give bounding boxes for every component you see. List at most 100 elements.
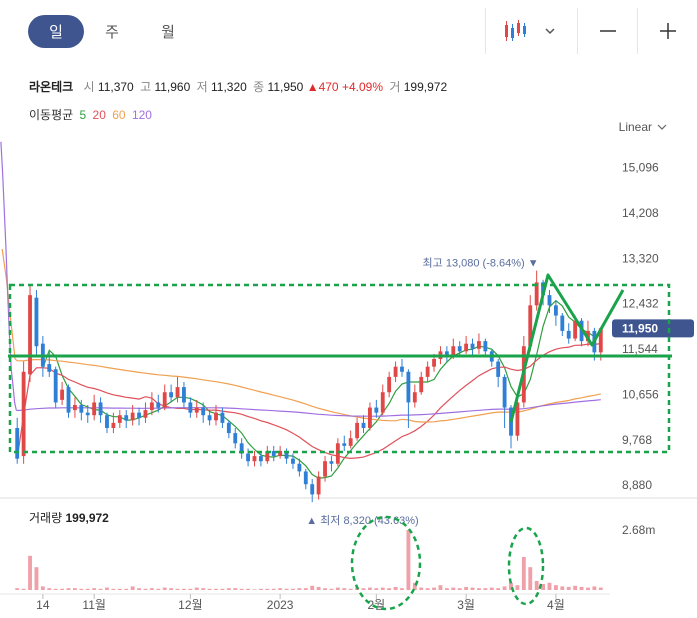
volume-bar bbox=[85, 588, 90, 590]
close-value: 11,950 bbox=[267, 80, 304, 94]
volume-bar bbox=[361, 588, 366, 590]
volume-bar bbox=[92, 588, 97, 590]
scale-selector[interactable]: Linear bbox=[619, 120, 667, 134]
candle-body bbox=[175, 387, 180, 398]
zoom-out-button[interactable] bbox=[577, 8, 637, 54]
volume-bar bbox=[553, 585, 558, 590]
y-tick-label: 12,432 bbox=[622, 297, 659, 311]
volume-bar bbox=[438, 585, 443, 590]
ma-line-60 bbox=[1, 249, 601, 423]
candle-body bbox=[368, 407, 372, 428]
volume-bar bbox=[560, 586, 565, 590]
zoom-in-button[interactable] bbox=[637, 8, 697, 54]
trend-line bbox=[509, 273, 625, 423]
candle-body bbox=[380, 392, 385, 413]
volume-bar bbox=[541, 584, 545, 590]
candle-body bbox=[451, 346, 456, 357]
candle-body bbox=[284, 450, 289, 459]
volume-bar bbox=[15, 588, 20, 590]
volume-bar bbox=[368, 587, 372, 590]
volume-bar bbox=[412, 582, 417, 590]
volume-bar bbox=[265, 588, 270, 590]
volume-bar bbox=[348, 588, 353, 590]
volume-bar bbox=[566, 587, 571, 590]
candle-body bbox=[201, 407, 206, 416]
candle-body bbox=[98, 402, 103, 416]
candle-body bbox=[278, 450, 283, 457]
candle-body bbox=[21, 371, 26, 457]
volume-bar bbox=[98, 588, 103, 590]
volume-bar bbox=[393, 587, 398, 590]
volume-panel-value: 199,972 bbox=[65, 511, 109, 525]
candle-body bbox=[560, 315, 565, 331]
volume-bar bbox=[586, 587, 590, 590]
candle-body bbox=[598, 328, 603, 353]
volume-bar bbox=[149, 588, 154, 590]
volume-bar bbox=[521, 557, 526, 590]
candle-body bbox=[528, 305, 533, 347]
low-label: 저 bbox=[196, 80, 208, 94]
candle-body bbox=[92, 402, 97, 416]
candle-body bbox=[79, 404, 84, 413]
candle-body bbox=[316, 476, 321, 495]
change-percent: +4.09% bbox=[341, 80, 383, 94]
x-tick-label: 4월 bbox=[547, 598, 565, 612]
candle-body bbox=[188, 402, 193, 413]
candle-body bbox=[47, 364, 52, 372]
candle-body bbox=[162, 392, 167, 408]
candle-body bbox=[149, 402, 154, 411]
volume-bar bbox=[188, 588, 193, 590]
y-tick-label: 8,880 bbox=[622, 478, 652, 492]
stock-summary: 라온테크 시 11,370 고 11,960 저 11,320 종 11,950… bbox=[29, 78, 447, 95]
candle-body bbox=[361, 422, 366, 428]
volume-bar bbox=[79, 588, 84, 590]
low-price-annotation: ▲ 최저 8,320 (43.63%) bbox=[306, 514, 418, 527]
volume-bar bbox=[73, 588, 77, 590]
volume-bar bbox=[342, 588, 347, 590]
tab-monthly[interactable]: 월 bbox=[161, 24, 175, 41]
tab-weekly[interactable]: 주 bbox=[105, 24, 119, 41]
x-tick-label: 14 bbox=[36, 598, 50, 612]
volume-bar bbox=[598, 587, 603, 590]
candle-body bbox=[374, 407, 379, 413]
volume-value: 199,972 bbox=[403, 80, 448, 94]
volume-bar bbox=[53, 588, 58, 590]
candle-body bbox=[194, 407, 199, 413]
volume-bar bbox=[34, 567, 39, 590]
volume-bar bbox=[226, 588, 231, 590]
volume-bar bbox=[105, 587, 109, 590]
volume-bar bbox=[419, 587, 424, 590]
chart-type-button[interactable] bbox=[485, 8, 577, 54]
volume-bar bbox=[477, 588, 481, 590]
candle-body bbox=[85, 412, 90, 416]
candle-body bbox=[252, 456, 257, 462]
volume-bar bbox=[21, 588, 26, 590]
volume-bar bbox=[489, 587, 494, 590]
volume-bar bbox=[156, 588, 161, 590]
tab-daily[interactable]: 일 bbox=[28, 15, 84, 48]
volume-bar bbox=[252, 589, 257, 590]
volume-panel-label: 거래량 199,972 bbox=[29, 509, 109, 526]
chevron-down-icon bbox=[544, 28, 555, 35]
volume-bar bbox=[66, 588, 71, 590]
change-value: ▲470 bbox=[306, 80, 339, 94]
candle-body bbox=[412, 392, 417, 403]
candle-body bbox=[233, 433, 238, 444]
volume-spike-circle-1 bbox=[350, 515, 422, 611]
open-value: 11,370 bbox=[97, 80, 134, 94]
volume-axis-label: 2.68m bbox=[622, 523, 655, 537]
ma-legend-120: 120 bbox=[131, 108, 152, 122]
volume-bar bbox=[316, 587, 321, 590]
candle-body bbox=[483, 341, 488, 352]
candle-body bbox=[464, 343, 469, 352]
ma-legend-label: 이동평균 bbox=[29, 108, 74, 122]
volume-bar bbox=[425, 588, 430, 590]
stock-name: 라온테크 bbox=[29, 80, 74, 94]
volume-bar bbox=[509, 582, 513, 590]
candle-body bbox=[271, 450, 276, 457]
volume-bar bbox=[303, 588, 308, 590]
candle-body bbox=[169, 392, 174, 398]
volume-bar bbox=[573, 585, 578, 590]
ma-legend-5: 5 bbox=[79, 108, 87, 122]
